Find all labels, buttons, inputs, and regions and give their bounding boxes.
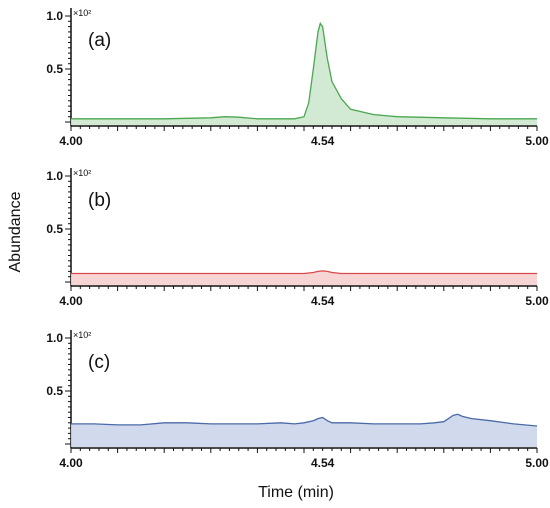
series-area-0 <box>71 23 537 125</box>
x-tick-label-1-2: 5.00 <box>525 294 549 308</box>
series-area-2 <box>71 414 537 447</box>
y-tick-label-0-0: 1.0 <box>46 9 63 23</box>
y-multiplier-0: ×10² <box>73 8 91 18</box>
x-tick-label-0-1: 4.54 <box>311 134 335 148</box>
x-tick-label-2-1: 4.54 <box>311 456 335 470</box>
panel-label-2: (c) <box>88 352 110 373</box>
x-tick-label-2-2: 5.00 <box>525 456 549 470</box>
y-tick-label-1-0: 1.0 <box>46 169 63 183</box>
series-line-0 <box>71 21 537 120</box>
y-axis-title: Abundance <box>7 191 24 272</box>
y-tick-label-2-1: 0.5 <box>46 384 63 398</box>
x-axis-title: Time (min) <box>258 484 334 501</box>
y-multiplier-1: ×10² <box>73 168 91 178</box>
y-tick-label-0-1: 0.5 <box>46 62 63 76</box>
y-tick-label-1-1: 0.5 <box>46 222 63 236</box>
y-tick-label-2-0: 1.0 <box>46 331 63 345</box>
x-tick-label-1-1: 4.54 <box>311 294 335 308</box>
series-line-2 <box>71 413 538 427</box>
y-multiplier-2: ×10² <box>73 330 91 340</box>
panel-label-1: (b) <box>88 190 111 211</box>
series-area-1 <box>71 270 537 285</box>
panel-label-0: (a) <box>88 30 111 51</box>
x-tick-label-2-0: 4.00 <box>59 456 83 470</box>
x-tick-label-0-0: 4.00 <box>59 134 83 148</box>
series-line-1 <box>71 270 537 275</box>
x-tick-label-1-0: 4.00 <box>59 294 83 308</box>
x-tick-label-0-2: 5.00 <box>525 134 549 148</box>
